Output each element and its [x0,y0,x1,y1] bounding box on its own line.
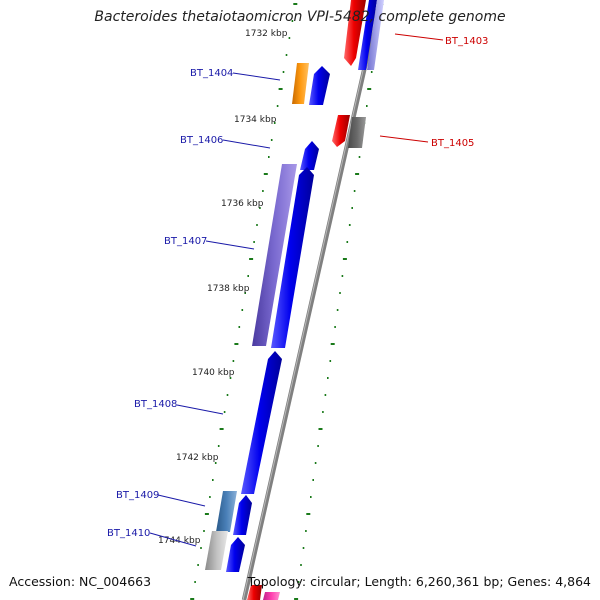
gene-label-bt-1410[interactable]: BT_1410 [107,528,150,539]
leader-bt-1406 [222,139,271,149]
leader-bt-1410 [149,532,197,547]
leader-bt-1409 [157,494,206,507]
gene-bt-1404-orange[interactable] [292,63,309,104]
scale-label-1738: 1738 kbp [207,284,250,294]
gene-label-bt-1405[interactable]: BT_1405 [431,138,474,149]
leader-bt-1404 [232,72,281,81]
genome-backbone [241,0,383,600]
gene-bt-1406-arrow[interactable] [300,141,319,170]
leader-bt-1405 [379,135,429,143]
scale-ticks-left [190,3,298,600]
gene-bt-1405-gray[interactable] [348,117,366,148]
gene-label-bt-1408[interactable]: BT_1408 [134,399,177,410]
scale-label-1732: 1732 kbp [245,29,288,39]
leader-bt-1407 [205,240,255,250]
gene-bt-1403-light[interactable] [367,0,384,70]
leader-bt-1408 [176,404,224,415]
gene-label-bt-1404[interactable]: BT_1404 [190,68,233,79]
scale-ticks-right [294,3,384,600]
gene-bt-1409-steel[interactable] [216,491,237,532]
gene-bt-1407-arrow[interactable] [271,167,314,348]
gene-bt-1403-arrow[interactable] [344,0,366,66]
gene-bt-1409-arrow[interactable] [233,495,252,535]
genome-backbone-highlight [242,0,380,600]
gene-label-bt-1409[interactable]: BT_1409 [116,490,159,501]
scale-label-1742: 1742 kbp [176,453,219,463]
gene-bt-1410-arrow[interactable] [226,537,245,572]
gene-bt-1410-silver[interactable] [205,531,228,570]
gene-bt-1403-partner[interactable] [358,0,377,70]
gene-bt-1407-purple[interactable] [252,164,297,346]
gene-label-bt-1406[interactable]: BT_1406 [180,135,223,146]
gene-bt-1404-arrow[interactable] [309,66,330,105]
gene-label-bt-1403[interactable]: BT_1403 [445,36,488,47]
scale-label-1740: 1740 kbp [192,368,235,378]
map-title: Bacteroides thetaiotaomicron VPI-5482, c… [94,9,506,25]
leader-bt-1403 [394,33,444,41]
topology-text: Topology: circular; Length: 6,260,361 bp… [247,574,591,589]
scale-label-1736: 1736 kbp [221,199,264,209]
gene-bt-1405-arrow[interactable] [332,115,350,147]
accession-text: Accession: NC_004663 [9,574,152,589]
gene-label-bt-1407[interactable]: BT_1407 [164,236,207,247]
gene-bt-1408-arrow[interactable] [241,351,282,494]
gene-downstream-magenta[interactable] [263,592,280,600]
gene-downstream-red[interactable] [247,585,262,600]
scale-label-1734: 1734 kbp [234,115,277,125]
